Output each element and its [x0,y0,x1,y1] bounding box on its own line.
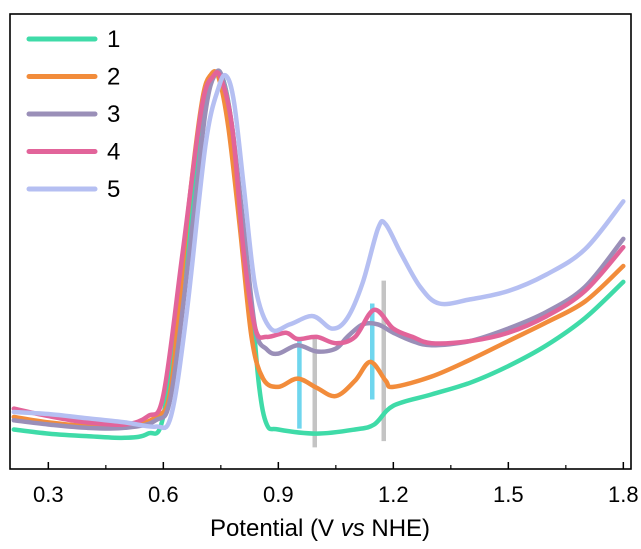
legend-label-2: 2 [107,64,120,91]
legend-label-3: 3 [107,101,120,128]
series-line-5 [11,72,626,431]
x-tick-label: 0.3 [33,482,64,507]
legend-label-4: 4 [107,139,120,166]
x-axis-title: Potential (V vs NHE) [210,515,430,542]
legend: 1 2 3 4 5 [26,26,120,203]
series-group [11,68,626,441]
legend-label-1: 1 [107,26,120,53]
x-tick-label: 0.6 [148,482,179,507]
x-tick-label: 1.8 [608,482,639,507]
series-line-4 [11,70,626,428]
series-line-3 [11,68,626,431]
x-tick-label: 0.9 [263,482,294,507]
x-tick-label: 1.2 [378,482,409,507]
series-line-2 [11,69,626,430]
x-axis: 0.3 0.6 0.9 1.2 1.5 1.8 [33,462,639,507]
plot-frame [9,13,632,470]
series-line-1 [11,69,626,441]
x-tick-label: 1.5 [493,482,524,507]
legend-label-5: 5 [107,176,120,203]
